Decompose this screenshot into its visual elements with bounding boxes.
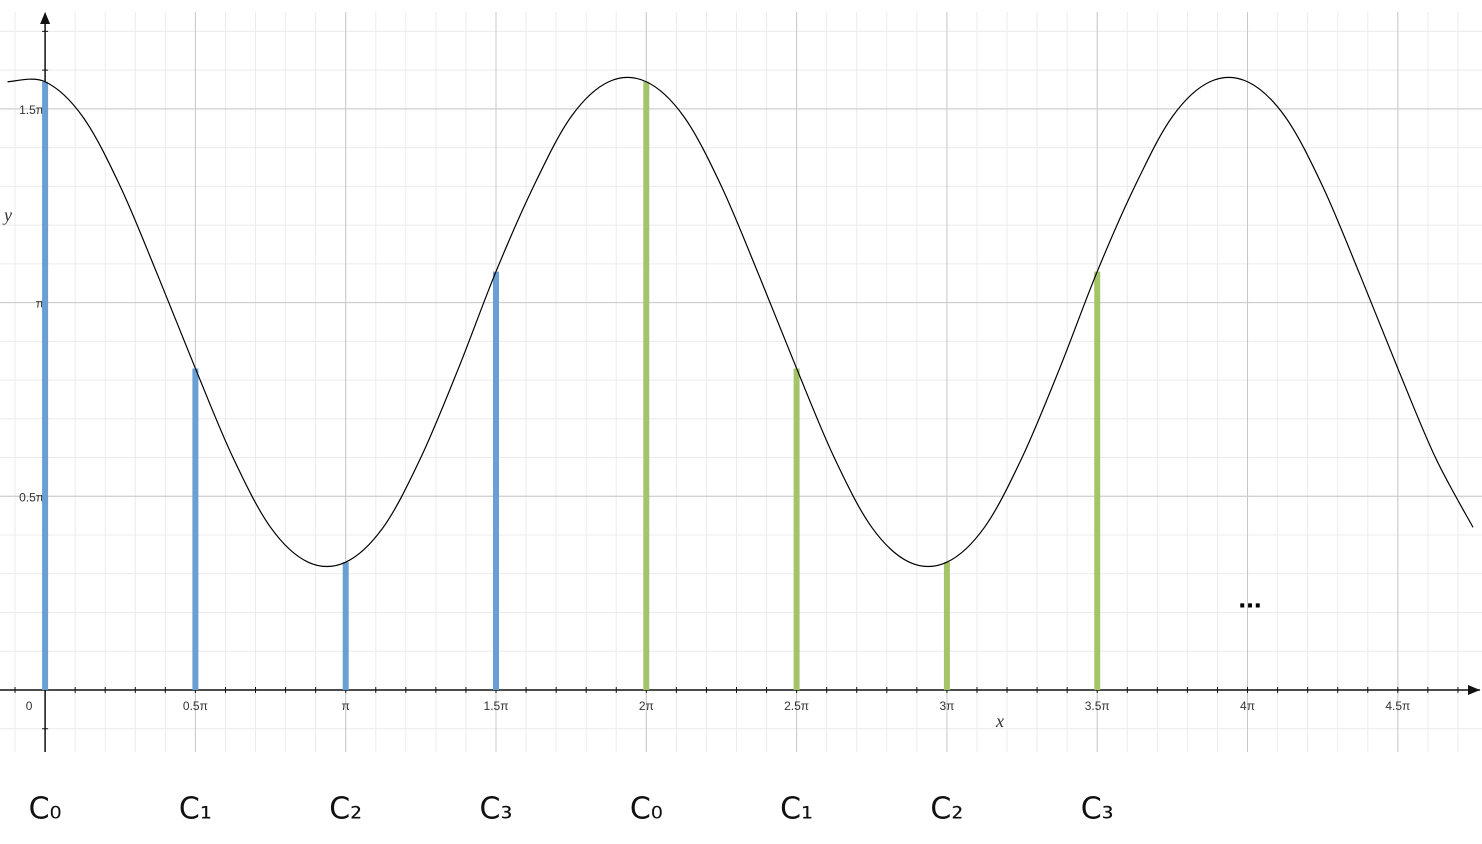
- y-tick-label: 1.5π: [19, 103, 44, 117]
- x-axis-arrow: [1468, 685, 1480, 696]
- stem-label: C₁: [179, 792, 212, 827]
- x-tick-label: π: [342, 699, 350, 713]
- x-axis-label: x: [995, 711, 1004, 731]
- x-tick-label: 4.5π: [1385, 699, 1410, 713]
- y-tick-label: 0.5π: [19, 490, 44, 504]
- x-tick-label: 4π: [1240, 699, 1255, 713]
- stem-label: C₂: [329, 792, 362, 827]
- curve: [7, 76, 1474, 568]
- stem-label: C₂: [930, 792, 963, 827]
- x-tick-label: 0: [26, 699, 33, 713]
- y-axis-arrow: [40, 12, 51, 24]
- x-tick-label: 2.5π: [784, 699, 809, 713]
- stem-label: C₃: [480, 792, 513, 827]
- stem-label: C₀: [29, 792, 62, 827]
- x-tick-label: 2π: [639, 699, 654, 713]
- y-tick-label: π: [36, 297, 44, 311]
- y-axis-label: y: [2, 205, 12, 225]
- x-tick-label: 1.5π: [484, 699, 509, 713]
- annotation: ...: [1238, 582, 1261, 613]
- stem-label: C₀: [630, 792, 663, 827]
- stem-label: C₃: [1081, 792, 1114, 827]
- x-tick-label: 3π: [939, 699, 954, 713]
- stem-label: C₁: [780, 792, 813, 827]
- x-tick-label: 3.5π: [1085, 699, 1110, 713]
- x-tick-label: 0.5π: [183, 699, 208, 713]
